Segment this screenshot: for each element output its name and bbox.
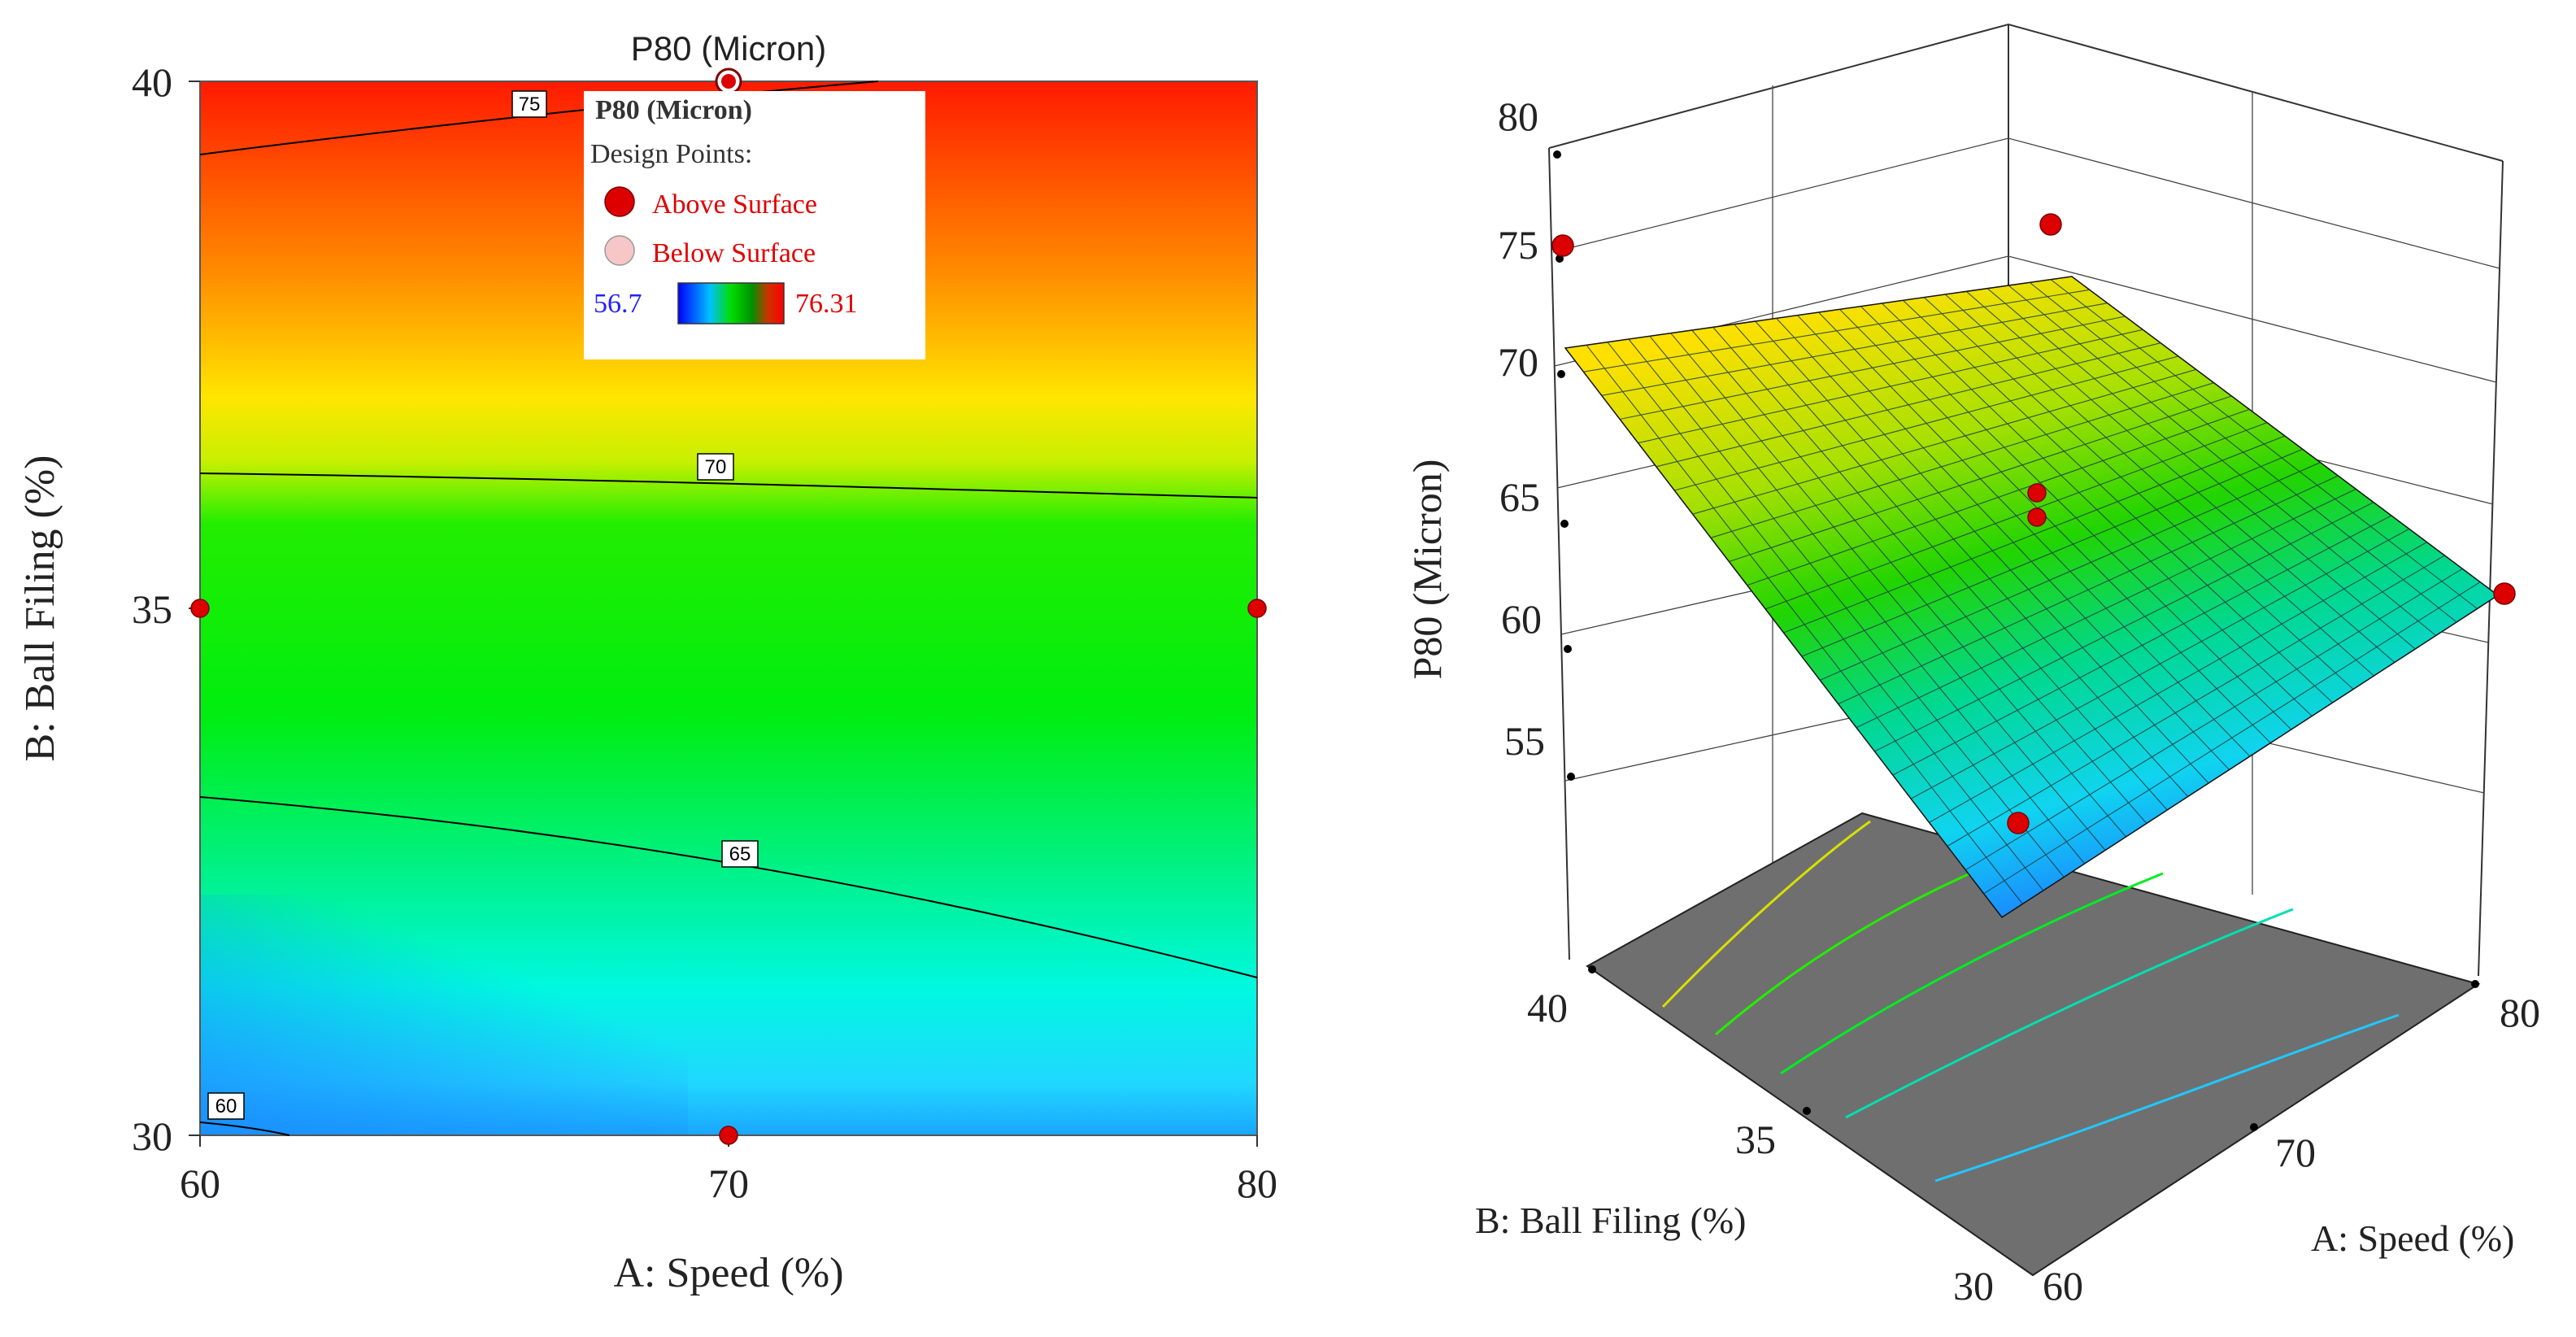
- response-surface: [1564, 276, 2500, 919]
- z-tick-70: 70: [1498, 339, 1538, 385]
- z-tick-60: 60: [1501, 596, 1542, 642]
- surface-b-axis-title: B: Ball Filing (%): [1475, 1200, 1747, 1241]
- legend-min-value: 56.7: [594, 289, 642, 319]
- z-tick-75: 75: [1498, 222, 1538, 268]
- design-point-a60-b35: [190, 599, 210, 618]
- surface-point-center-1: [2027, 483, 2047, 503]
- design-point-a80-b35: [1247, 599, 1267, 618]
- mesh-line-a: [2029, 281, 2457, 623]
- svg-text:60: 60: [215, 1095, 237, 1117]
- legend-subtitle: Design Points:: [590, 139, 752, 169]
- svg-text:75: 75: [519, 94, 541, 115]
- legend-title: P80 (Micron): [595, 95, 752, 125]
- contour-label-65: 65: [721, 840, 759, 868]
- contour-label-70: 70: [697, 453, 734, 481]
- surface-point-a70-b40: [2039, 213, 2062, 236]
- surface-a-axis-title: A: Speed (%): [2311, 1217, 2514, 1259]
- surface-z-axis-title: P80 (Micron): [1404, 459, 1450, 680]
- surface-point-a80-b35: [2493, 582, 2516, 605]
- surface-b-ticks: [1588, 965, 1811, 1115]
- z-tick-80: 80: [1498, 94, 1538, 139]
- z-tick-65: 65: [1499, 474, 1540, 520]
- contour-label-75: 75: [511, 90, 547, 118]
- contour-plot: 75 70 65 60 40 35 30 60 70 80: [17, 29, 1277, 1296]
- design-point-a70-b40-center: [715, 68, 742, 95]
- b-tick-35: 35: [1735, 1117, 1776, 1162]
- b-tick-40: 40: [1527, 985, 1568, 1030]
- contour-x-axis-title: A: Speed (%): [613, 1250, 843, 1296]
- surface-point-a70-b30: [2007, 812, 2030, 834]
- b-tick-30: 30: [1953, 1263, 1994, 1309]
- a-tick-70: 70: [2275, 1130, 2316, 1175]
- y-tick-40: 40: [132, 59, 172, 105]
- svg-text:65: 65: [729, 843, 751, 865]
- contour-legend: P80 (Micron) Design Points: Above Surfac…: [584, 91, 925, 359]
- contour-y-axis-title: B: Ball Filing (%): [17, 455, 63, 762]
- surface-mesh: [1583, 279, 2481, 904]
- surface-plot: 80 75 70 65 60 55 40 35 30 60 70 80 P80 …: [1404, 23, 2540, 1309]
- surface-point-center-2: [2027, 507, 2047, 527]
- contour-plot-title: P80 (Micron): [631, 29, 826, 68]
- mesh-line-a: [2008, 285, 2437, 636]
- mesh-line-b: [1983, 581, 2481, 895]
- y-tick-35: 35: [132, 586, 172, 632]
- surface-point-a60-b35: [1551, 234, 1574, 257]
- mesh-line-b: [1929, 542, 2427, 823]
- legend-above-marker: [604, 186, 635, 217]
- legend-below-label: Below Surface: [652, 238, 816, 268]
- design-point-a70-b30: [719, 1126, 738, 1145]
- svg-text:70: 70: [705, 456, 727, 478]
- legend-below-marker: [604, 235, 635, 266]
- contour-line-75: [199, 81, 879, 155]
- legend-above-label: Above Surface: [652, 189, 817, 220]
- surface-a-ticks: [2250, 980, 2479, 1131]
- contour-line-70: [199, 473, 1258, 499]
- x-tick-60: 60: [180, 1161, 220, 1206]
- a-tick-60: 60: [2043, 1263, 2083, 1309]
- x-tick-70: 70: [708, 1161, 749, 1206]
- z-tick-55: 55: [1504, 718, 1545, 764]
- legend-max-value: 76.31: [795, 289, 858, 319]
- legend-color-bar: [677, 282, 785, 324]
- contour-line-60: [199, 1121, 290, 1136]
- a-tick-80: 80: [2500, 990, 2540, 1035]
- y-tick-30: 30: [132, 1113, 172, 1159]
- mesh-line-b: [1965, 568, 2463, 871]
- contour-corner-shade: [200, 895, 688, 1135]
- x-tick-80: 80: [1237, 1161, 1277, 1206]
- mesh-line-b: [1947, 555, 2445, 847]
- contour-line-65: [199, 796, 1258, 978]
- contour-label-60: 60: [207, 1092, 245, 1120]
- mesh-line-a: [2050, 279, 2478, 609]
